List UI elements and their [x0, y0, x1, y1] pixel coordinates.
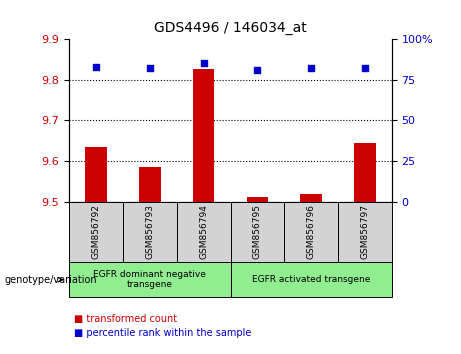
- Text: genotype/variation: genotype/variation: [5, 275, 97, 285]
- Text: GSM856792: GSM856792: [92, 204, 100, 259]
- Point: [307, 65, 315, 71]
- Bar: [139, 167, 160, 202]
- Title: GDS4496 / 146034_at: GDS4496 / 146034_at: [154, 21, 307, 35]
- Text: EGFR activated transgene: EGFR activated transgene: [252, 275, 370, 284]
- Text: GSM856793: GSM856793: [145, 204, 154, 259]
- Point: [361, 65, 369, 71]
- Text: GSM856796: GSM856796: [307, 204, 316, 259]
- Bar: [85, 147, 107, 202]
- Point: [254, 67, 261, 73]
- Text: ■ percentile rank within the sample: ■ percentile rank within the sample: [74, 328, 251, 338]
- Point: [146, 65, 154, 71]
- Bar: [301, 194, 322, 202]
- Bar: [354, 143, 376, 202]
- Bar: [193, 69, 214, 202]
- Bar: [247, 197, 268, 202]
- Text: GSM856794: GSM856794: [199, 204, 208, 259]
- Text: GSM856797: GSM856797: [361, 204, 369, 259]
- Point: [92, 64, 100, 69]
- Text: GSM856795: GSM856795: [253, 204, 262, 259]
- Text: EGFR dominant negative
transgene: EGFR dominant negative transgene: [94, 270, 206, 289]
- Text: ■ transformed count: ■ transformed count: [74, 314, 177, 324]
- Point: [200, 61, 207, 66]
